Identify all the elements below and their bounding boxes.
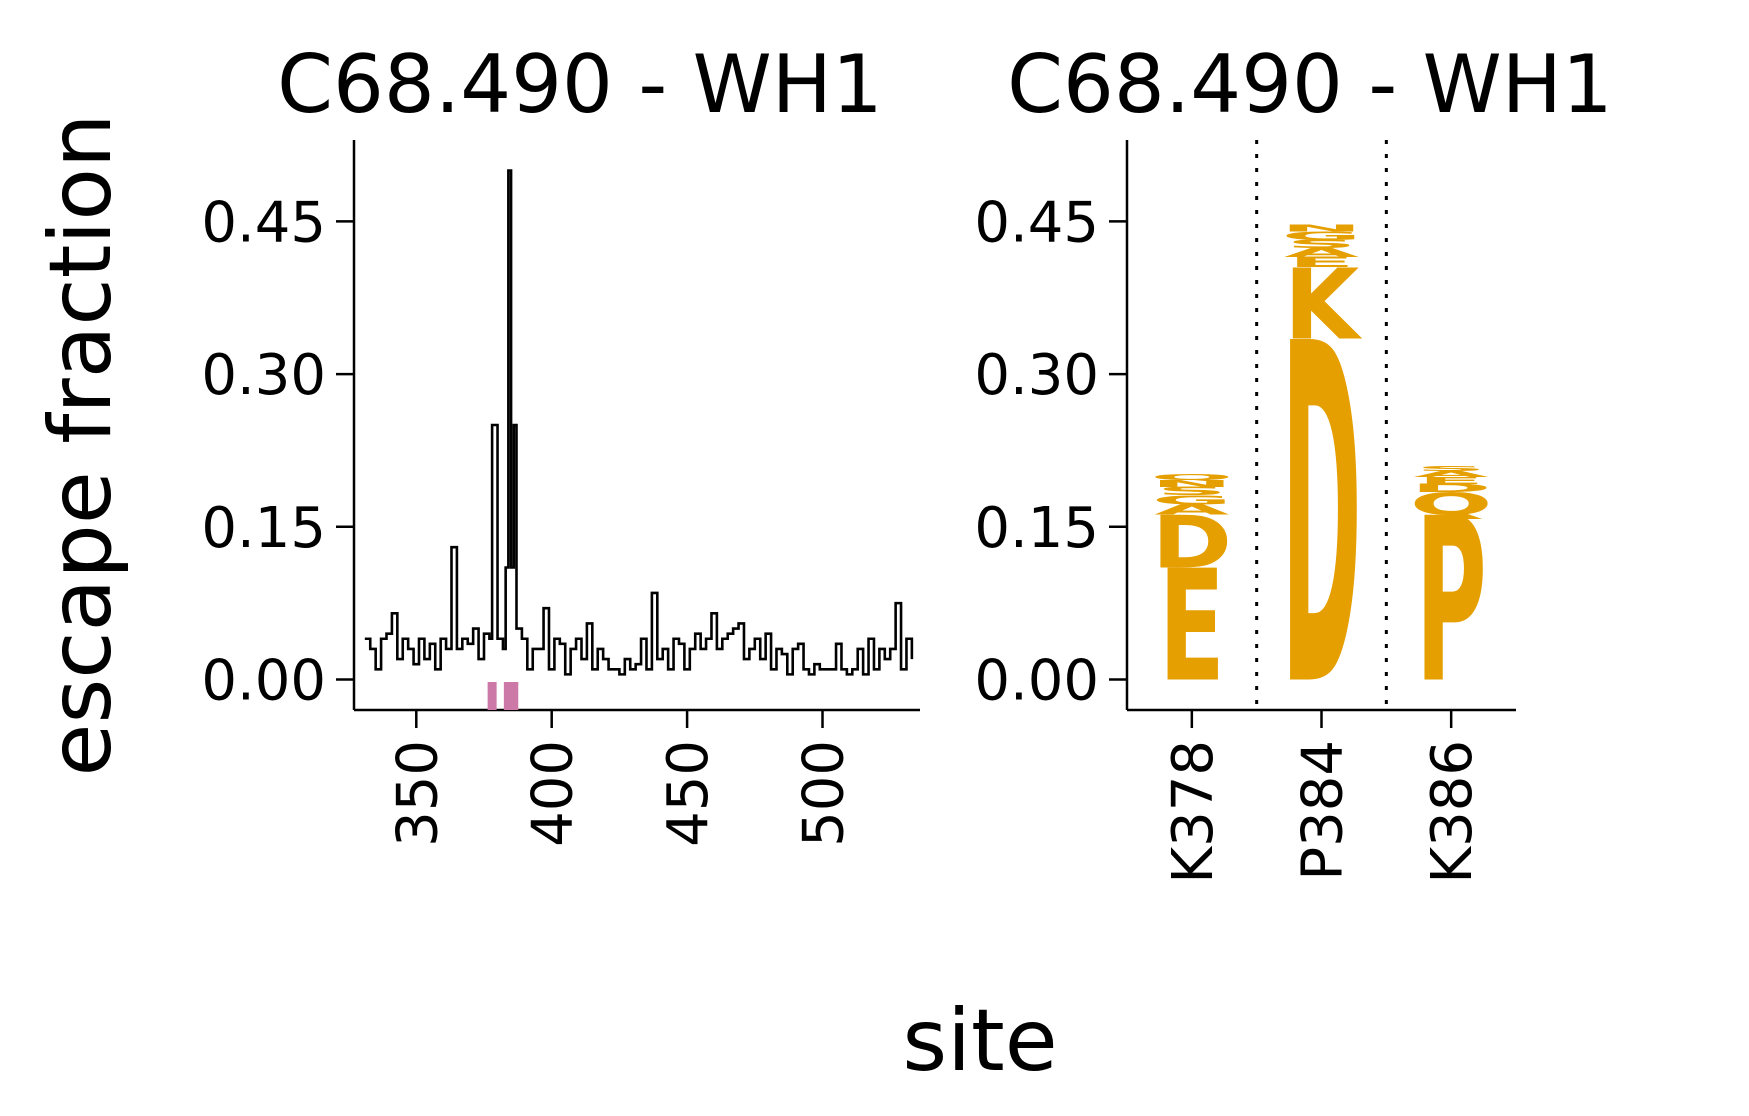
x-tick-label: 350 (385, 740, 450, 847)
escape-fraction-line (364, 169, 914, 676)
logo-letter: G (1282, 230, 1362, 243)
logo-letter: N (1281, 223, 1362, 234)
x-axis-label: site (902, 991, 1057, 1091)
logo-letter: E (1418, 475, 1484, 486)
logo-letter: D (1151, 501, 1232, 586)
y-tick-label: 0.45 (201, 190, 326, 255)
logo-letter: S (1286, 238, 1356, 251)
highlight-site-marker (503, 682, 513, 710)
y-tick-label: 0.00 (974, 648, 1099, 713)
x-tick-label: 450 (656, 740, 721, 847)
site-tick-label: P384 (1291, 740, 1356, 881)
logo-letter: Q (1150, 472, 1233, 482)
y-tick-label: 0.15 (974, 496, 1099, 561)
logo-letter: A (1154, 502, 1230, 518)
highlight-site-marker (487, 682, 497, 710)
logo-letter: G (1152, 493, 1232, 507)
highlight-site-marker (509, 682, 519, 710)
logo-letter: S (1416, 464, 1486, 472)
logo-letter: Q (1410, 486, 1493, 522)
logo-letter: S (1157, 485, 1227, 498)
line-panel-title: C68.490 - WH1 (277, 38, 883, 131)
y-axis-label: escape fraction (31, 114, 131, 777)
logo-letter: A (1284, 246, 1360, 260)
logo-letter: K (1284, 248, 1363, 361)
logo-letter: E (1159, 539, 1225, 717)
y-tick-label: 0.00 (201, 648, 326, 713)
logo-letter: D (1411, 482, 1492, 495)
logo-letter: D (1281, 246, 1362, 790)
logo-letter: N (1151, 478, 1232, 489)
y-tick-label: 0.45 (974, 190, 1099, 255)
logo-panel-title: C68.490 - WH1 (1007, 38, 1613, 131)
x-tick-label: 500 (792, 740, 857, 847)
logo-letter: P (1416, 472, 1487, 734)
y-tick-label: 0.30 (201, 343, 326, 408)
logo-letter: A (1414, 469, 1490, 479)
y-tick-label: 0.15 (201, 496, 326, 561)
line-panel: 0.00 0.15 0.30 0.45 350 400 450 500 (201, 140, 920, 847)
site-tick-label: K386 (1420, 740, 1485, 884)
y-tick-label: 0.30 (974, 343, 1099, 408)
logo-letter: E (1288, 255, 1354, 271)
x-tick-label: 400 (521, 740, 586, 847)
site-tick-label: K378 (1161, 740, 1226, 884)
